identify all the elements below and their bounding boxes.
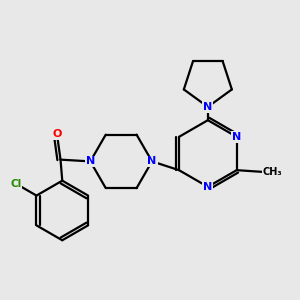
Text: N: N (203, 102, 212, 112)
Text: O: O (52, 129, 62, 140)
Text: N: N (86, 156, 95, 167)
Text: N: N (232, 132, 241, 142)
Text: Cl: Cl (10, 179, 22, 189)
Text: N: N (147, 156, 157, 167)
Text: CH₃: CH₃ (263, 167, 283, 177)
Text: N: N (203, 182, 212, 192)
